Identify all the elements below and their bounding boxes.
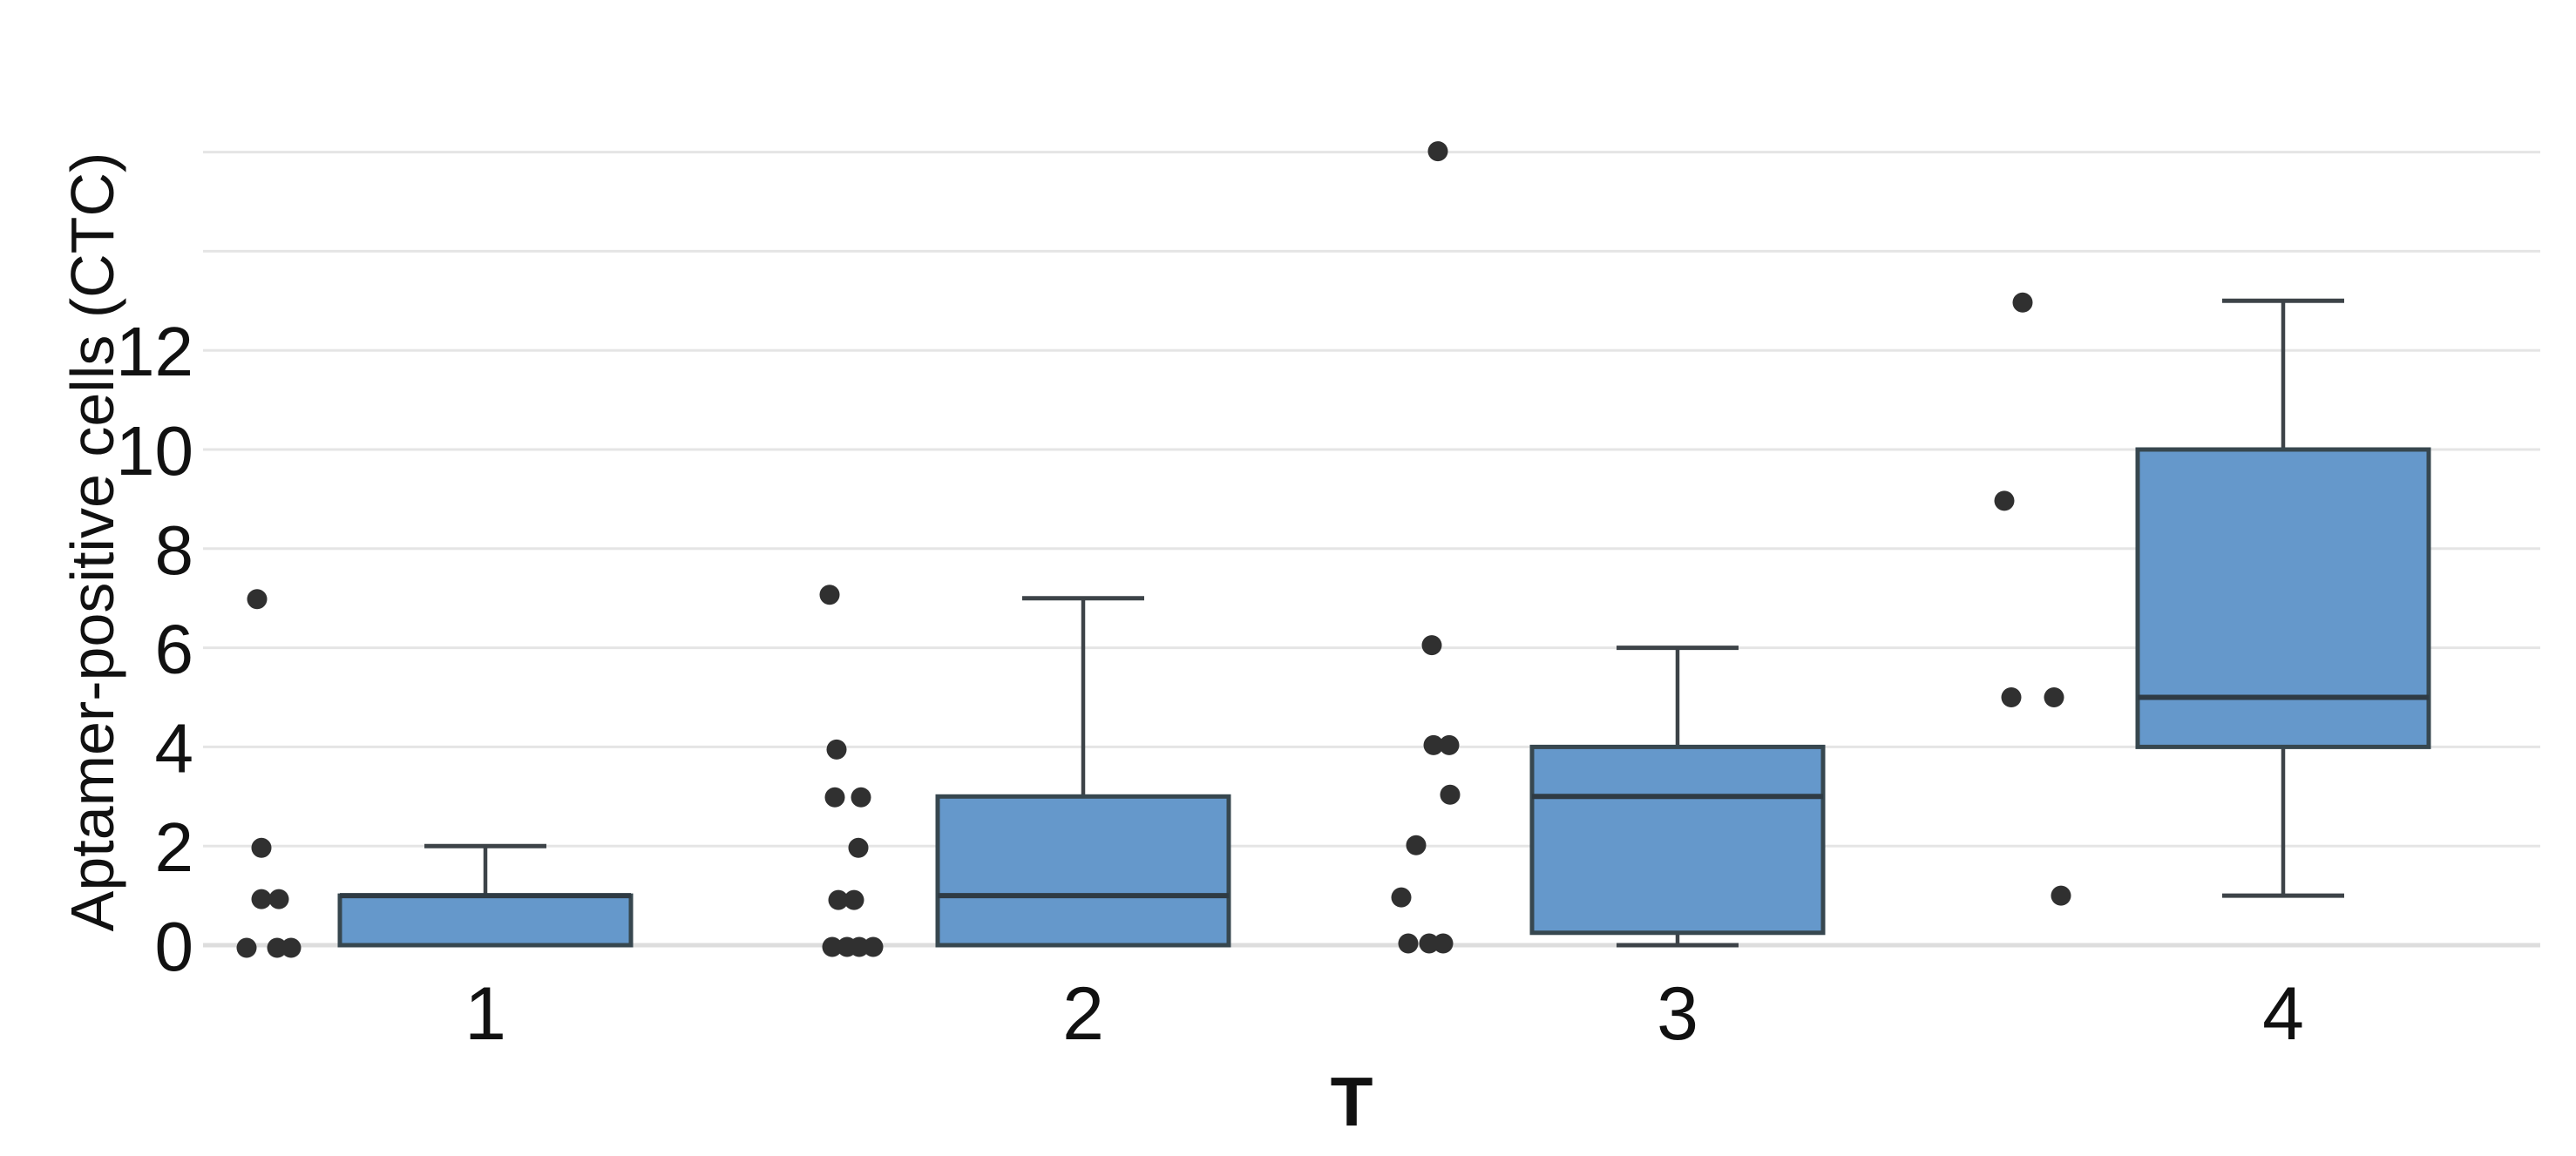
- box-group-3: [1529, 646, 1826, 948]
- jitter-point: [1994, 490, 2015, 511]
- jitter-point: [2051, 885, 2071, 906]
- box: [337, 893, 634, 948]
- jitter-point: [2001, 687, 2022, 707]
- x-axis-title: T: [1331, 1063, 1373, 1140]
- jitter-point: [2012, 292, 2033, 313]
- y-tick-label: 0: [155, 908, 194, 985]
- jitter-point: [863, 936, 884, 957]
- x-category-label: 1: [464, 972, 506, 1056]
- x-category-label: 3: [1657, 972, 1698, 1056]
- gridline-layer: [203, 151, 2540, 948]
- box: [2135, 447, 2431, 749]
- jitter-point: [1398, 933, 1419, 954]
- jitter-group-4: [1994, 292, 2071, 906]
- jitter-point: [822, 936, 843, 957]
- jitter-group-3: [1391, 141, 1461, 954]
- y-tick-label: 10: [116, 412, 193, 490]
- jitter-point: [268, 889, 289, 909]
- jitter-point: [1427, 141, 1448, 162]
- jitter-point: [1421, 635, 1442, 656]
- jitter-point: [1419, 933, 1440, 954]
- jitter-point: [236, 937, 257, 958]
- y-tick-label: 2: [155, 808, 194, 886]
- jitter-point-layer: [236, 141, 2071, 958]
- jitter-group-2: [819, 585, 884, 957]
- jitter-group-1: [236, 589, 302, 958]
- x-category-label: 2: [1062, 972, 1104, 1056]
- y-tick-label: 12: [116, 313, 193, 390]
- box-group-2: [935, 596, 1231, 948]
- jitter-point: [1391, 887, 1412, 908]
- jitter-point: [251, 889, 272, 909]
- jitter-point: [844, 889, 864, 910]
- jitter-point: [824, 787, 845, 808]
- box: [935, 794, 1231, 948]
- jitter-point: [247, 589, 268, 610]
- jitter-point: [828, 889, 849, 910]
- box-group-1: [337, 843, 634, 948]
- jitter-point: [267, 937, 288, 958]
- box-group-4: [2135, 298, 2431, 898]
- box: [1529, 744, 1826, 936]
- jitter-point: [826, 739, 847, 760]
- jitter-point: [851, 787, 871, 808]
- x-category-label: 4: [2262, 972, 2304, 1056]
- jitter-point: [1433, 933, 1454, 954]
- jitter-point: [1406, 835, 1427, 855]
- y-tick-label: 6: [155, 611, 194, 688]
- y-tick-label: 4: [155, 709, 194, 787]
- box-layer: [337, 298, 2431, 948]
- jitter-point: [1423, 734, 1444, 755]
- jitter-point: [848, 837, 869, 858]
- y-tick-label: 8: [155, 511, 194, 589]
- jitter-point: [281, 937, 302, 958]
- jitter-point: [1440, 784, 1461, 805]
- jitter-point: [251, 837, 272, 858]
- jitter-point: [819, 585, 840, 605]
- jitter-point: [849, 936, 870, 957]
- y-axis-title: Aptamer-positive cells (CTC): [58, 152, 126, 932]
- jitter-point: [2044, 687, 2064, 707]
- jitter-point: [1439, 734, 1460, 755]
